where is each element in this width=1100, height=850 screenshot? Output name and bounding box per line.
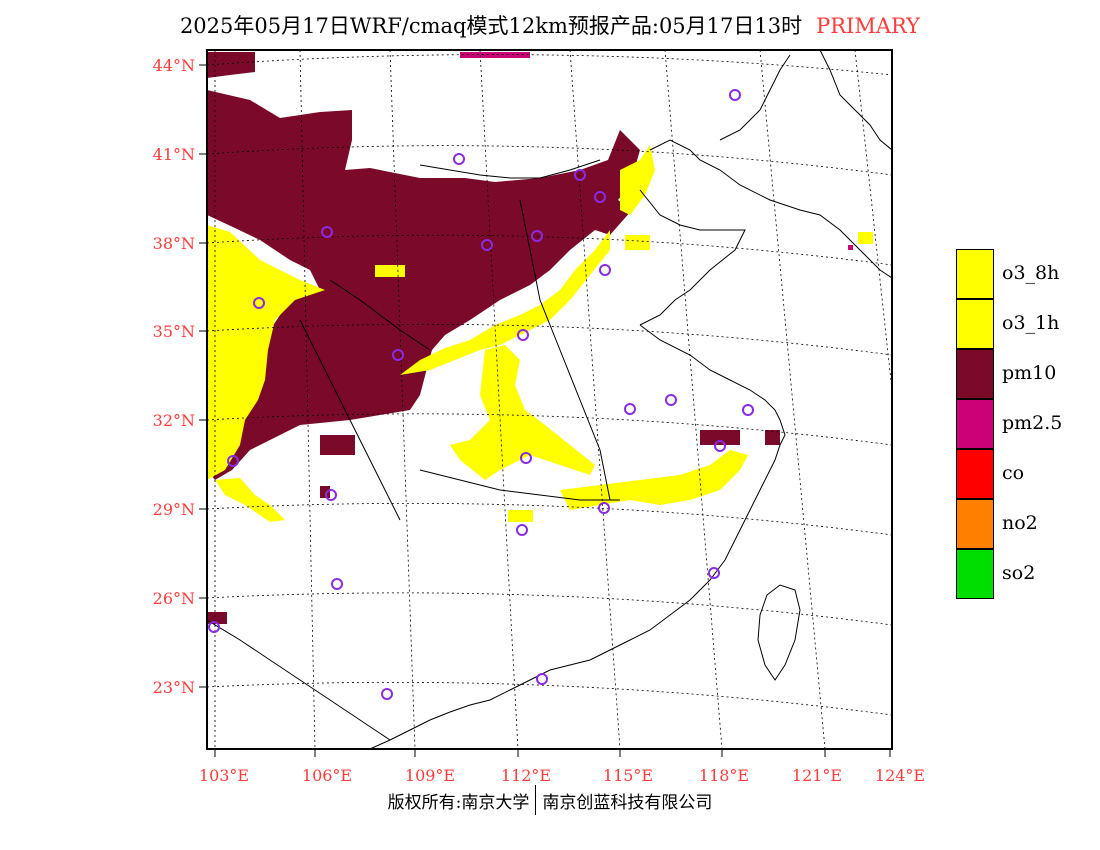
legend-label: pm10 (1002, 362, 1057, 384)
pm10-patch (320, 435, 355, 455)
legend-label: co (1002, 462, 1025, 484)
o3-patch (375, 265, 405, 277)
lon-label: 121°E (792, 766, 842, 785)
station-marker (598, 502, 610, 514)
lat-label: 32°N (153, 411, 195, 430)
legend-label: o3_8h (1002, 262, 1060, 284)
station-marker (742, 404, 754, 416)
station-marker (227, 455, 239, 467)
pm10-region (207, 90, 640, 480)
o3-patch (858, 232, 873, 244)
legend-swatch (956, 349, 994, 399)
title-text: 2025年05月17日WRF/cmaq模式12km预报产品:05月17日13时 (179, 14, 803, 38)
o3-region-central (450, 345, 595, 480)
pm25-patch (848, 245, 853, 250)
station-marker (325, 489, 337, 501)
lat-label: 26°N (153, 589, 195, 608)
station-marker (453, 153, 465, 165)
o3-region-northeast (620, 145, 655, 215)
lon-label: 112°E (501, 766, 551, 785)
station-marker (481, 239, 493, 251)
lat-label: 41°N (153, 145, 195, 164)
station-marker (321, 226, 333, 238)
o3-patch (625, 235, 650, 250)
lat-label: 44°N (153, 56, 195, 75)
legend-swatch (956, 549, 994, 599)
station-marker (208, 621, 220, 633)
map-title: 2025年05月17日WRF/cmaq模式12km预报产品:05月17日13时 P… (0, 10, 1100, 40)
legend-swatch (956, 249, 994, 299)
pm25-patch (460, 52, 530, 58)
legend-label: o3_1h (1002, 312, 1060, 334)
station-marker (708, 567, 720, 579)
legend-swatch (956, 499, 994, 549)
pm10-patch (765, 430, 780, 445)
legend-label: pm2.5 (1002, 412, 1063, 434)
station-marker (520, 452, 532, 464)
lat-label: 35°N (153, 322, 195, 341)
lat-label: 23°N (153, 678, 195, 697)
station-marker (517, 329, 529, 341)
legend-label: no2 (1002, 512, 1038, 534)
station-marker (381, 688, 393, 700)
pm10-patch (320, 486, 330, 498)
station-marker (729, 89, 741, 101)
o3-region-west (207, 225, 325, 480)
station-marker (665, 394, 677, 406)
lon-label: 103°E (199, 766, 249, 785)
o3-region-central-north (400, 230, 610, 375)
legend-swatch (956, 399, 994, 449)
station-marker (531, 230, 543, 242)
pm10-region-north (207, 52, 255, 78)
station-marker (714, 440, 726, 452)
primary-tag: PRIMARY (816, 14, 921, 38)
lat-label: 38°N (153, 234, 195, 253)
station-marker (516, 524, 528, 536)
station-marker (331, 578, 343, 590)
lon-label: 124°E (875, 766, 925, 785)
footer-divider (535, 784, 537, 815)
station-marker (536, 673, 548, 685)
map-frame (206, 49, 893, 750)
o3-patch (508, 510, 533, 522)
footer-left: 版权所有:南京大学 (387, 793, 530, 813)
legend-swatch (956, 449, 994, 499)
lat-ticks (199, 64, 207, 688)
graticule (207, 50, 892, 749)
station-marker (624, 403, 636, 415)
pm10-patch (207, 612, 227, 624)
o3-region-west-south (215, 478, 285, 522)
lon-label: 115°E (603, 766, 653, 785)
copyright-footer: 版权所有:南京大学 南京创蓝科技有限公司 (0, 784, 1100, 819)
pm10-patch (700, 430, 740, 445)
legend-swatch (956, 299, 994, 349)
station-marker (253, 297, 265, 309)
lon-label: 118°E (699, 766, 749, 785)
station-marker (599, 264, 611, 276)
station-marker (594, 191, 606, 203)
legend-label: so2 (1002, 562, 1036, 584)
lon-label: 109°E (405, 766, 455, 785)
station-marker (392, 349, 404, 361)
lat-label: 29°N (153, 500, 195, 519)
footer-right: 南京创蓝科技有限公司 (542, 793, 713, 813)
station-marker (574, 169, 586, 181)
borders (207, 50, 892, 749)
lon-label: 106°E (302, 766, 352, 785)
lon-ticks (214, 749, 891, 757)
stations (208, 89, 754, 700)
